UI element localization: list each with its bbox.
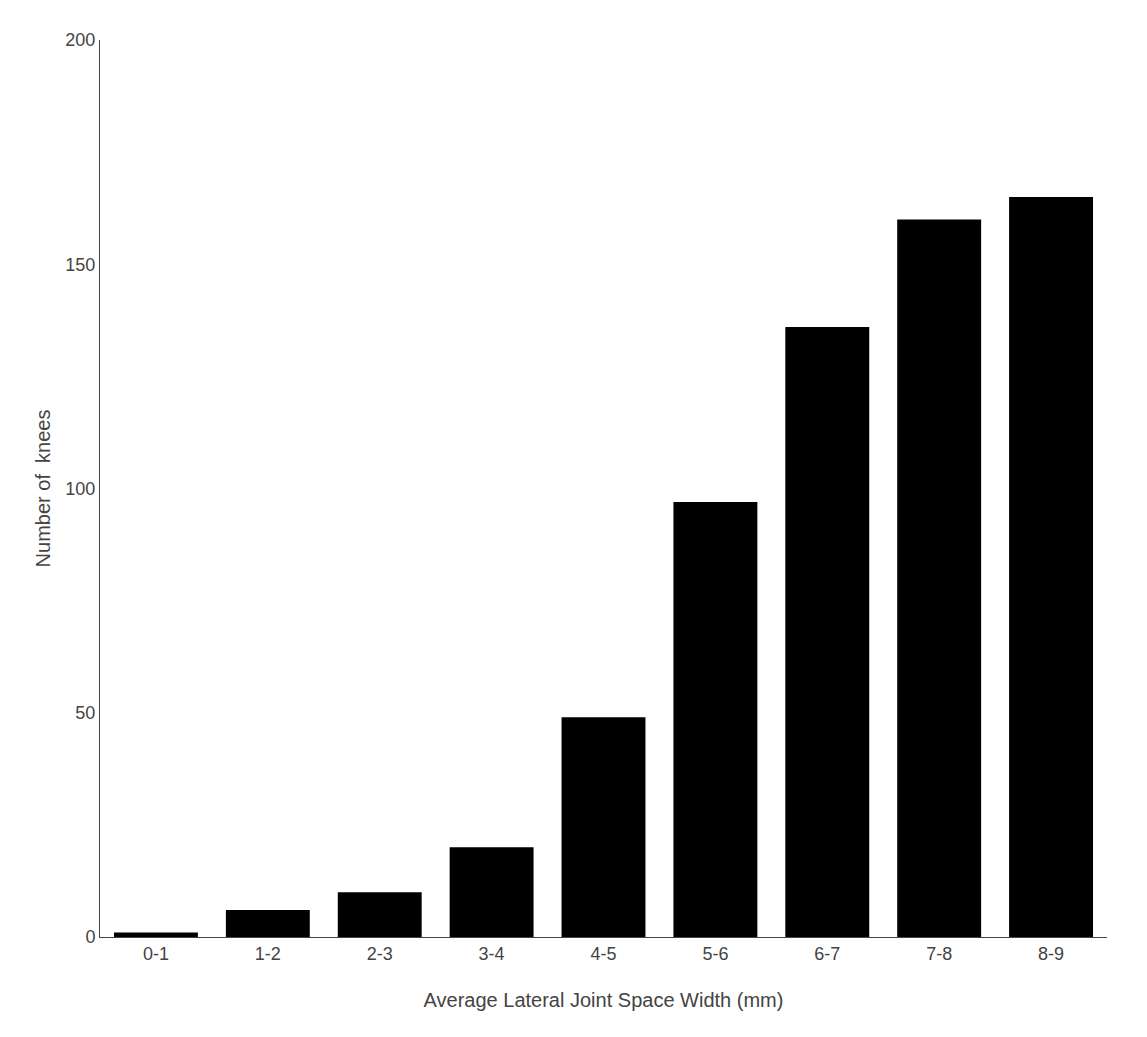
svg-text:200: 200 xyxy=(65,30,95,50)
svg-text:2-3: 2-3 xyxy=(367,944,393,964)
svg-text:7-8: 7-8 xyxy=(926,944,952,964)
svg-text:0: 0 xyxy=(85,927,95,947)
svg-text:5-6: 5-6 xyxy=(702,944,728,964)
svg-text:150: 150 xyxy=(65,255,95,275)
svg-text:Number of knees: Number of knees xyxy=(32,410,54,568)
svg-text:1-2: 1-2 xyxy=(255,944,281,964)
svg-text:100: 100 xyxy=(65,479,95,499)
svg-text:6-7: 6-7 xyxy=(814,944,840,964)
svg-text:3-4: 3-4 xyxy=(479,944,505,964)
svg-text:8-9: 8-9 xyxy=(1038,944,1064,964)
svg-text:Average Lateral Joint Space Wi: Average Lateral Joint Space Width (mm) xyxy=(424,989,784,1011)
svg-text:4-5: 4-5 xyxy=(590,944,616,964)
svg-text:50: 50 xyxy=(75,703,95,723)
svg-text:0-1: 0-1 xyxy=(143,944,169,964)
